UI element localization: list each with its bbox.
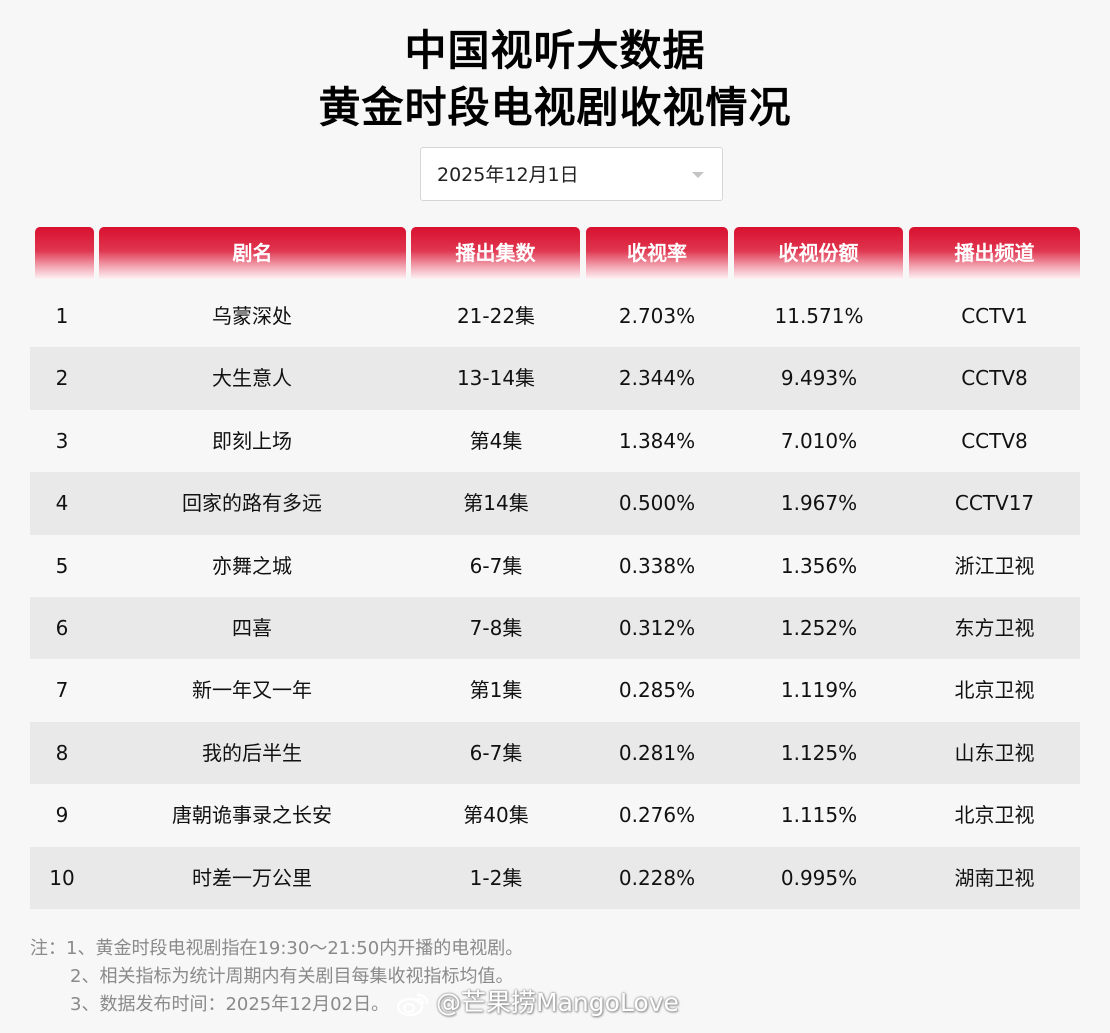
page-title-line2: 黄金时段电视剧收视情况 [318,83,792,132]
rank-cell: 7 [55,678,69,703]
share-cell: 1.119% [780,678,858,703]
table-row: 10 时差一万公里 1-2集 0.228% 0.995% 湖南卫视 [30,846,1080,909]
rating-cell: 0.228% [618,865,696,890]
rank-cell: 4 [55,491,69,516]
name-cell: 时差一万公里 [192,865,312,890]
chevron-down-icon[interactable] [692,172,704,178]
channel-cell: CCTV8 [961,366,1028,391]
episodes-cell: 21-22集 [456,304,536,328]
date-select[interactable]: 2025年12月1日 [420,147,723,201]
share-cell: 7.010% [780,428,858,453]
rating-cell: 1.384% [618,428,696,453]
channel-cell: CCTV1 [961,304,1028,328]
share-cell: 1.115% [780,803,858,828]
episodes-cell: 6-7集 [469,740,523,765]
share-cell: 1.967% [780,491,858,516]
share-cell: 0.995% [780,865,858,890]
column-header-name: 剧名 [99,227,406,279]
episodes-cell: 第1集 [469,678,523,703]
episodes-cell: 7-8集 [469,615,523,640]
channel-cell: 北京卫视 [954,803,1035,828]
name-cell: 即刻上场 [212,428,292,453]
column-header-episodes: 播出集数 [411,227,580,279]
episodes-cell: 第40集 [463,803,529,828]
rating-cell: 2.344% [618,366,696,391]
date-select-value: 2025年12月1日 [437,164,579,186]
column-header-share: 收视份额 [734,227,903,279]
rank-cell: 2 [55,366,69,391]
channel-cell: CCTV17 [954,491,1035,516]
table-row: 5 亦舞之城 6-7集 0.338% 1.356% 浙江卫视 [30,534,1080,597]
footnote: 注：1、黄金时段电视剧指在19:30～21:50内开播的电视剧。 [30,938,524,959]
rank-cell: 3 [55,428,69,453]
rating-cell: 2.703% [618,304,696,328]
footnote: 3、数据发布时间：2025年12月02日。 [70,994,390,1015]
table-row: 7 新一年又一年 第1集 0.285% 1.119% 北京卫视 [30,659,1080,722]
page-title-line1: 中国视听大数据 [404,26,706,75]
name-cell: 回家的路有多远 [182,491,322,516]
share-cell: 1.125% [780,740,858,765]
column-header-channel: 播出频道 [909,227,1080,279]
channel-cell: 湖南卫视 [954,865,1035,890]
rank-cell: 10 [49,865,75,890]
table-row: 8 我的后半生 6-7集 0.281% 1.125% 山东卫视 [30,721,1080,785]
rank-cell: 6 [55,615,69,640]
table-row: 6 四喜 7-8集 0.312% 1.252% 东方卫视 [30,596,1080,660]
column-header-rating: 收视率 [586,227,728,279]
name-cell: 四喜 [232,615,272,640]
episodes-cell: 13-14集 [456,366,536,391]
rating-cell: 0.281% [618,740,696,765]
rating-cell: 0.338% [618,553,696,578]
channel-cell: CCTV8 [961,428,1028,453]
share-cell: 1.252% [780,615,858,640]
table-row: 3 即刻上场 第4集 1.384% 7.010% CCTV8 [30,409,1080,473]
name-cell: 乌蒙深处 [212,304,292,328]
rating-cell: 0.276% [618,803,696,828]
table-row: 2 大生意人 13-14集 2.344% 9.493% CCTV8 [30,347,1080,410]
share-cell: 11.571% [774,304,864,328]
table-row: 9 唐朝诡事录之长安 第40集 0.276% 1.115% 北京卫视 [30,784,1080,847]
share-cell: 9.493% [780,366,858,391]
footnote: 2、相关指标为统计周期内有关剧目每集收视指标均值。 [70,966,514,987]
watermark: @芒果捞MangoLove [396,986,679,1020]
rank-cell: 8 [55,740,69,765]
table-row: 4 回家的路有多远 第14集 0.500% 1.967% CCTV17 [30,472,1080,535]
name-cell: 新一年又一年 [192,678,312,703]
episodes-cell: 1-2集 [469,865,523,890]
rating-cell: 0.500% [618,491,696,516]
table-row: 1 乌蒙深处 21-22集 2.703% 11.571% CCTV1 [30,285,1080,348]
channel-cell: 浙江卫视 [954,553,1035,578]
footnotes: 注：1、黄金时段电视剧指在19:30～21:50内开播的电视剧。 2、相关指标为… [30,935,523,1019]
rating-cell: 0.312% [618,615,696,640]
name-cell: 我的后半生 [202,740,302,765]
rank-cell: 9 [55,803,69,828]
watermark-text: @芒果捞MangoLove [436,988,679,1017]
table-body: 1 乌蒙深处 21-22集 2.703% 11.571% CCTV1 2 大生意… [30,285,1080,909]
channel-cell: 山东卫视 [954,740,1035,765]
column-header-rank [35,227,94,279]
name-cell: 亦舞之城 [212,553,292,578]
rank-cell: 1 [55,304,69,328]
share-cell: 1.356% [780,553,858,578]
rating-cell: 0.285% [618,678,696,703]
channel-cell: 北京卫视 [954,678,1035,703]
table-header: 剧名 播出集数 收视率 收视份额 播出频道 [35,227,1080,279]
name-cell: 大生意人 [212,366,292,391]
episodes-cell: 6-7集 [469,553,523,578]
episodes-cell: 第4集 [469,428,523,453]
name-cell: 唐朝诡事录之长安 [172,803,332,828]
channel-cell: 东方卫视 [954,615,1035,640]
rank-cell: 5 [55,553,69,578]
weibo-icon [396,993,429,1017]
episodes-cell: 第14集 [463,491,529,516]
